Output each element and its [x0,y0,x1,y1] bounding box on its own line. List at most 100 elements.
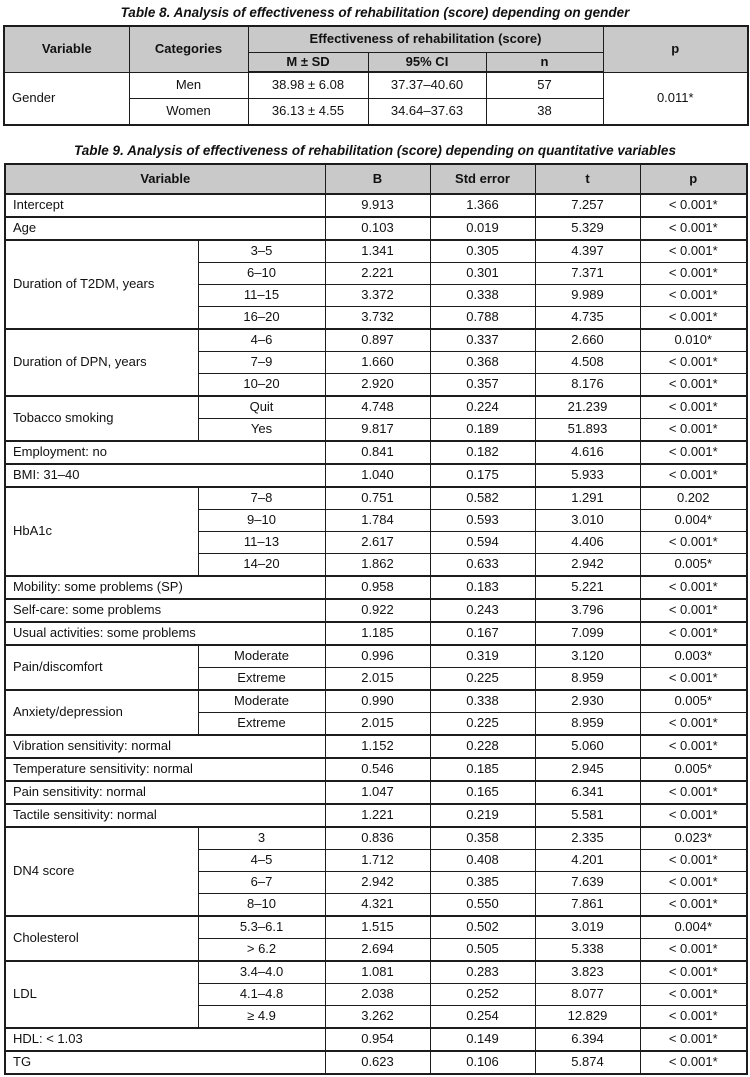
table9-stderror-cell: 0.252 [429,983,536,1006]
table8-category-cell: Women [128,98,249,126]
table9-b-cell: 2.015 [324,712,431,736]
table9-b-cell: 0.990 [324,689,431,713]
table9-stderror-cell: 0.550 [429,893,536,917]
table9-t-cell: 3.010 [534,509,641,532]
table9-category-cell: 6–7 [197,871,326,894]
table9-stderror-cell: 0.408 [429,849,536,872]
table8-row: Gender Men 38.98 ± 6.08 37.37–40.60 57 0.011* [3,71,749,126]
table9-variable-cell: Cholesterol [4,915,199,962]
table9-row: Tactile sensitivity: normal 1.221 0.219 5.5… [4,803,748,828]
table9-p-cell: 0.005* [639,553,748,577]
table9-b-cell: 1.660 [324,351,431,374]
table9-t-cell: 51.893 [534,418,641,442]
table9-category-cell: 7–9 [197,351,326,374]
table9-b-cell: 1.040 [324,463,431,488]
table9-t-cell: 2.660 [534,328,641,352]
table9-category-cell: 8–10 [197,893,326,917]
table9-b-cell: 2.038 [324,983,431,1006]
table8-header-effectiveness: Effectiveness of rehabilitation (score) [247,25,604,53]
table8-category-cell: Men [128,71,249,99]
table9-t-cell: 7.099 [534,621,641,646]
table8-body: Gender Men 38.98 ± 6.08 37.37–40.60 57 0.011*… [3,71,749,126]
table9-t-cell: 1.291 [534,486,641,510]
table9-p-cell: < 0.001* [639,960,748,984]
table9-b-cell: 0.841 [324,440,431,465]
table9-t-cell: 9.989 [534,284,641,307]
table9-row: 9–10 1.784 0.593 3.010 0.004* [5,509,748,532]
table9-header-row: Variable B Std error t p [4,163,748,195]
table9-category-cell: Moderate [197,644,326,668]
table9-b-cell: 1.784 [324,509,431,532]
table8-ci-cell: 37.37–40.60 [367,71,487,99]
table9-variable-cell: Intercept [4,193,326,218]
table9-t-cell: 5.874 [534,1050,641,1075]
table9-p-cell: 0.023* [639,826,748,850]
table9-t-cell: 8.077 [534,983,641,1006]
table9-variable-cell: HbA1c [4,486,199,577]
table9-row: Tobacco smoking Quit 4.748 0.224 21.239 < 0.0… [4,395,748,442]
table9-t-cell: 3.019 [534,915,641,939]
table9-row: 6–10 2.221 0.301 7.371 < 0.001* [5,262,748,285]
table9-variable-cell: Tobacco smoking [4,395,199,442]
table9-body: Intercept 9.913 1.366 7.257 < 0.001* Age 0.103… [4,193,748,1075]
table9-t-cell: 3.796 [534,598,641,623]
table9-category-cell: 3–5 [197,239,326,263]
table9-b-cell: 4.321 [324,893,431,917]
table9-b-cell: 1.152 [324,734,431,759]
table8-header-msd: M ± SD [247,52,369,73]
table9-row: Extreme 2.015 0.225 8.959 < 0.001* [5,667,748,691]
table9-category-cell: Extreme [197,667,326,691]
table9-b-cell: 2.617 [324,531,431,554]
table8-header-categories: Categories [128,25,249,73]
table9-category-cell: 9–10 [197,509,326,532]
table9-stderror-cell: 0.788 [429,306,536,330]
table9-stderror-cell: 0.633 [429,553,536,577]
table9-stderror-cell: 0.106 [429,1050,536,1075]
table9-header: Variable B Std error t p [4,163,748,195]
table9-category-cell: 3.4–4.0 [197,960,326,984]
table9-row: Cholesterol 5.3–6.1 1.515 0.502 3.019 0.004* [4,915,748,962]
table9-stderror-cell: 0.305 [429,239,536,263]
table9-b-cell: 3.262 [324,1005,431,1029]
table9-variable-cell: Self-care: some problems [4,598,326,623]
table9-t-cell: 4.406 [534,531,641,554]
table9-stderror-cell: 0.219 [429,803,536,828]
table9-t-cell: 8.176 [534,373,641,397]
table9-stderror-cell: 0.505 [429,938,536,962]
table9-b-cell: 9.913 [324,193,431,218]
table9-t-cell: 5.338 [534,938,641,962]
table9-t-cell: 5.581 [534,803,641,828]
table9-category-cell: Quit [197,395,326,419]
table9-t-cell: 8.959 [534,667,641,691]
table9-row: 6–7 2.942 0.385 7.639 < 0.001* [5,871,748,894]
table9-b-cell: 1.515 [324,915,431,939]
table9-stderror-cell: 0.582 [429,486,536,510]
table9-stderror-cell: 0.385 [429,871,536,894]
table9-stderror-cell: 0.301 [429,262,536,285]
table9-variable-cell: HDL: < 1.03 [4,1027,326,1052]
table9-p-cell: < 0.001* [639,1005,748,1029]
table9-b-cell: 1.862 [324,553,431,577]
table9-variable-cell: DN4 score [4,826,199,917]
table9-row: > 6.2 2.694 0.505 5.338 < 0.001* [5,938,748,962]
table9-row: Age 0.103 0.019 5.329 < 0.001* [4,216,748,241]
table8-variable-cell: Gender [3,71,130,126]
table9-b-cell: 9.817 [324,418,431,442]
table9-variable-cell: TG [4,1050,326,1075]
table8-row: Women 36.13 ± 4.55 34.64–37.63 38 [4,98,748,126]
table9-b-cell: 0.546 [324,757,431,782]
table9-variable-cell: BMI: 31–40 [4,463,326,488]
table9-category-cell: 4–6 [197,328,326,352]
table9-row: 11–15 3.372 0.338 9.989 < 0.001* [5,284,748,307]
table9-stderror-cell: 0.502 [429,915,536,939]
table9-p-cell: 0.004* [639,509,748,532]
table9-row: Temperature sensitivity: normal 0.546 0.18… [4,757,748,782]
table9-p-cell: 0.003* [639,644,748,668]
table9-stderror-cell: 0.019 [429,216,536,241]
table9-header-t: t [534,163,641,195]
table9-variable-cell: LDL [4,960,199,1029]
table9-stderror-cell: 0.183 [429,575,536,600]
table9-stderror-cell: 0.189 [429,418,536,442]
table9-stderror-cell: 0.358 [429,826,536,850]
table9-category-cell: 14–20 [197,553,326,577]
